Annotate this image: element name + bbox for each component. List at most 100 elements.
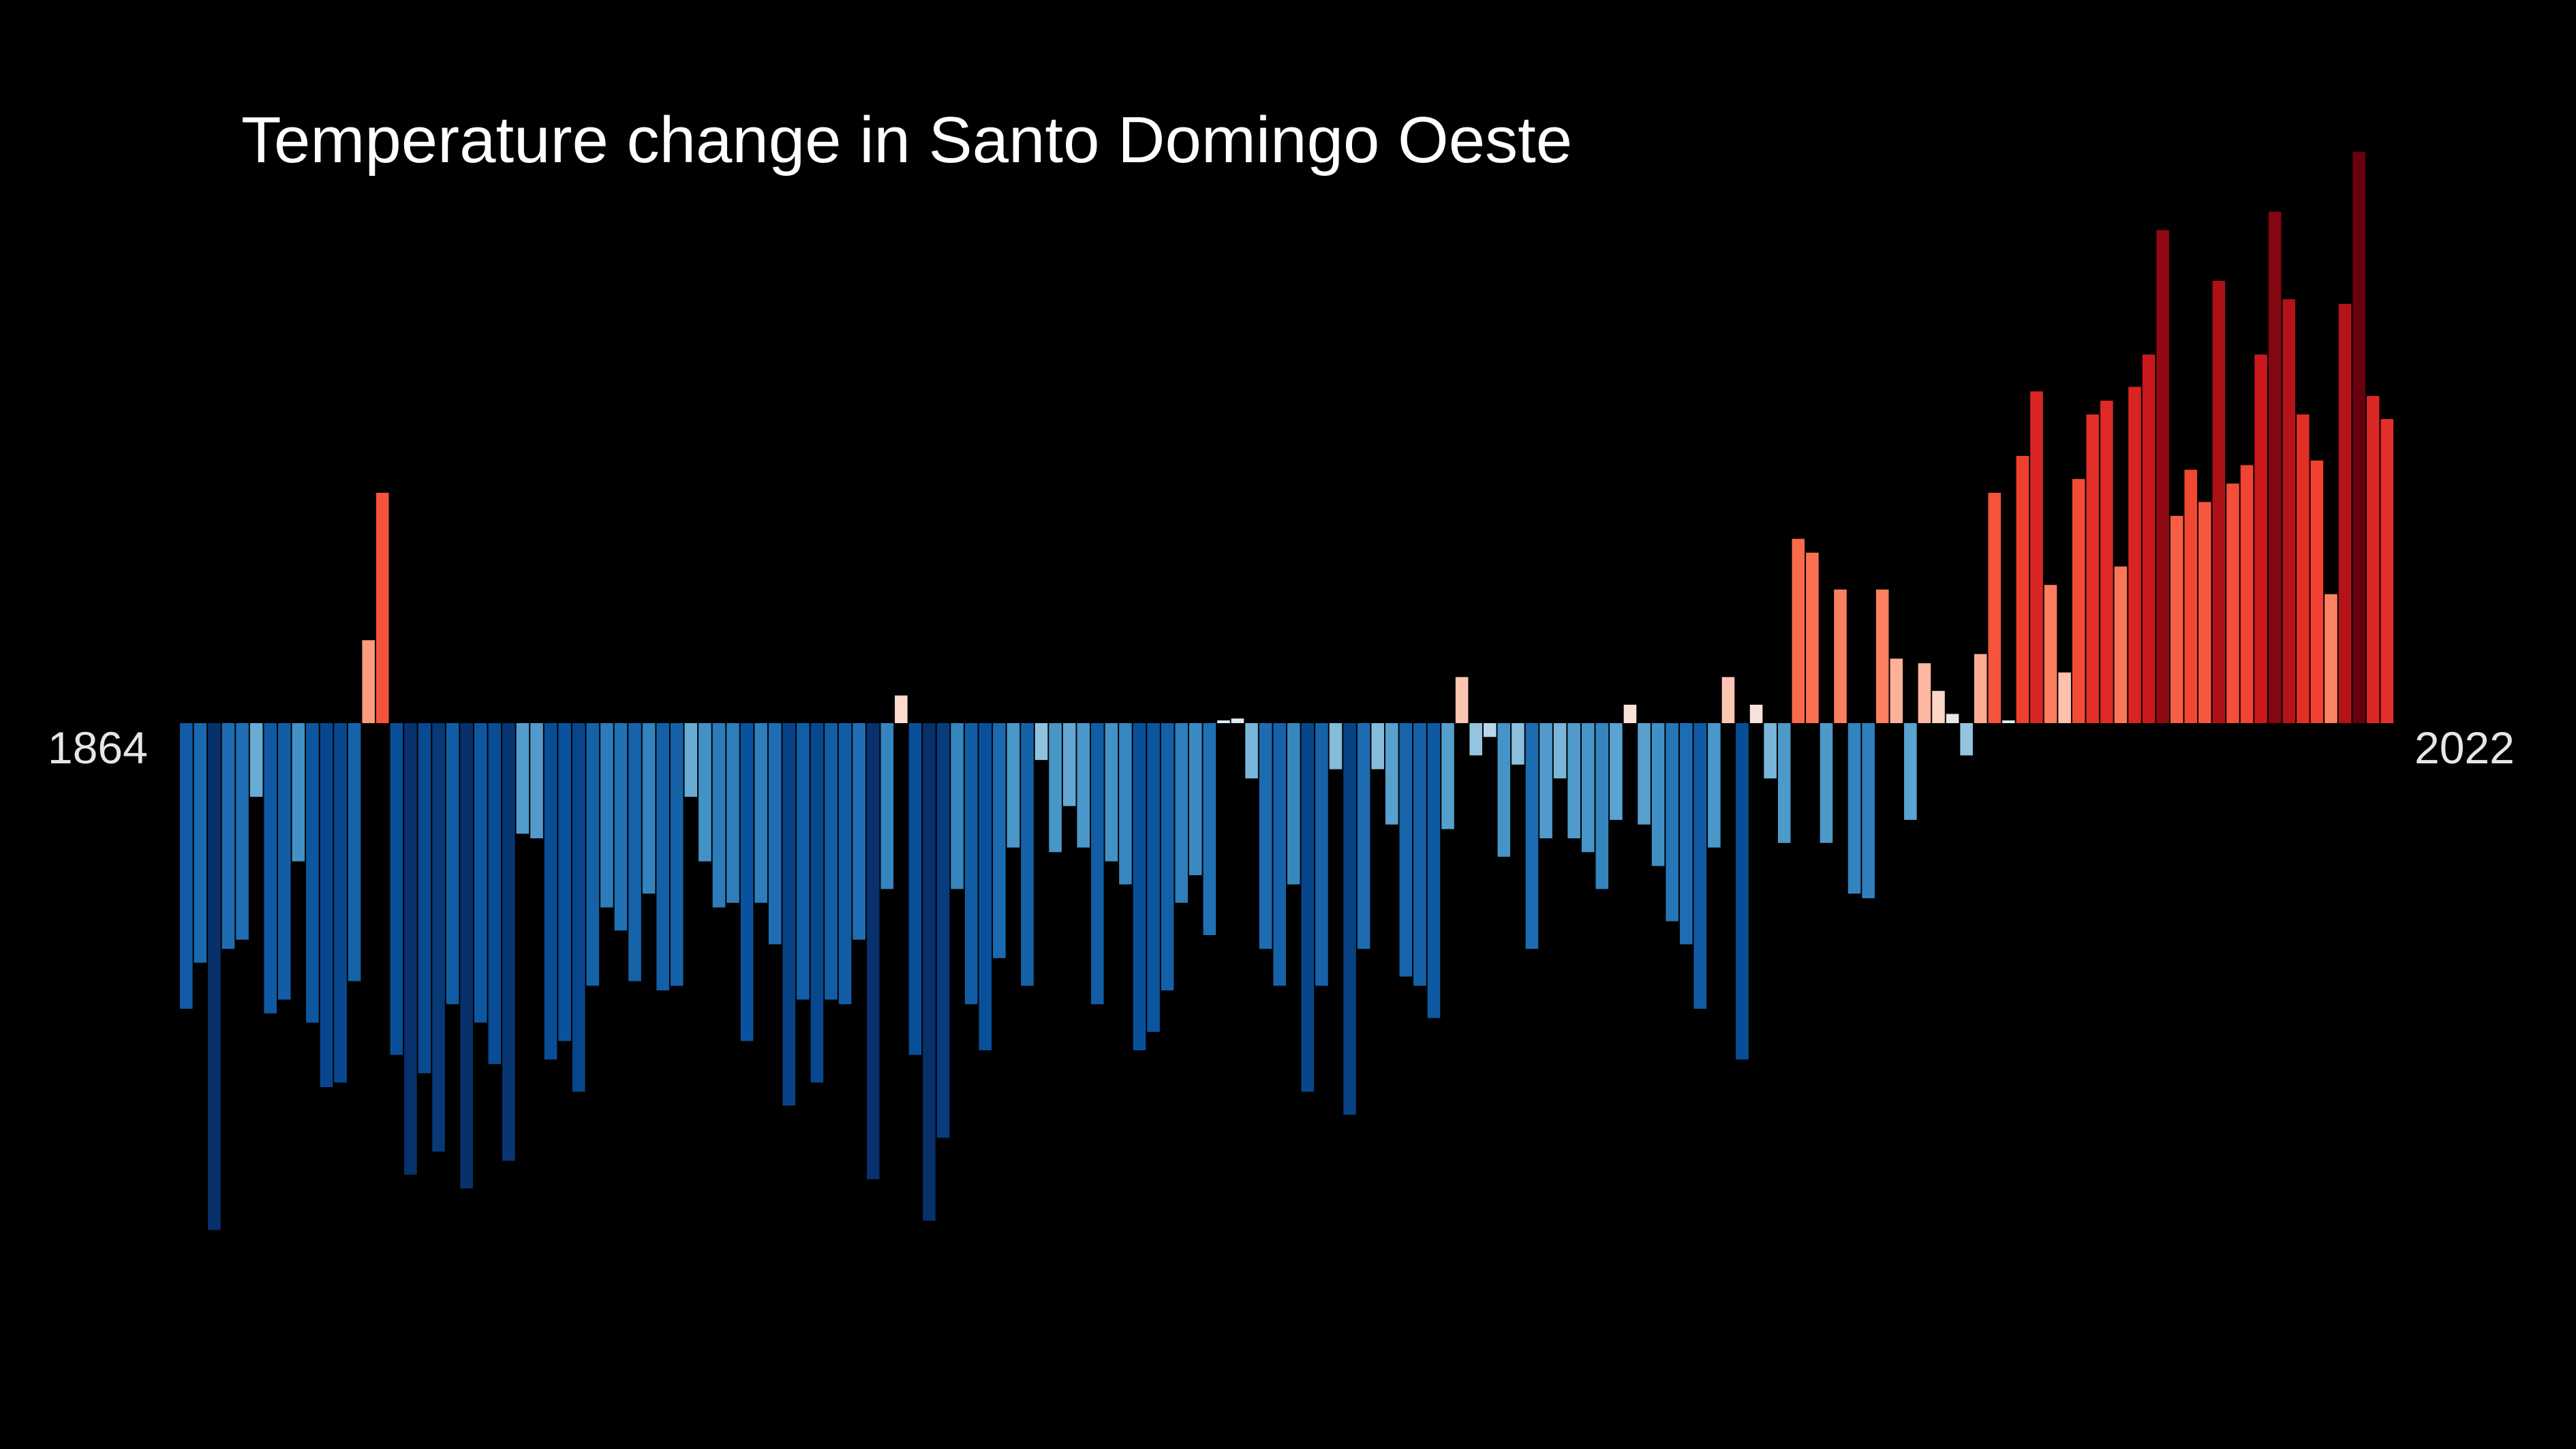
bar-1936 — [1189, 723, 1202, 876]
bar-1957 — [1483, 723, 1497, 737]
bar-1975 — [1736, 723, 1749, 1060]
bar-1938 — [1217, 720, 1230, 723]
bar-2016 — [2310, 460, 2324, 723]
bar-1906 — [768, 723, 782, 945]
bar-1986 — [1890, 658, 1903, 723]
bar-1991 — [1960, 723, 1973, 756]
bar-1903 — [726, 723, 739, 903]
bar-1966 — [1610, 723, 1623, 820]
bar-1889 — [530, 723, 543, 838]
bar-1960 — [1525, 723, 1539, 949]
bar-1937 — [1203, 723, 1216, 935]
bar-2008 — [2198, 502, 2211, 723]
bar-2000 — [2086, 414, 2100, 723]
bar-1927 — [1062, 723, 1076, 806]
bar-1984 — [1862, 723, 1875, 898]
bar-1985 — [1875, 589, 1889, 723]
bar-1882 — [432, 723, 445, 1152]
bar-1983 — [1847, 723, 1861, 894]
bar-1869 — [249, 723, 263, 797]
bar-2006 — [2170, 515, 2183, 723]
bar-1897 — [642, 723, 656, 894]
bar-1864 — [180, 723, 193, 1009]
bar-1940 — [1245, 723, 1258, 779]
bar-1993 — [1988, 493, 2002, 723]
bar-1865 — [194, 723, 207, 963]
bar-1958 — [1497, 723, 1511, 857]
bar-1867 — [221, 723, 235, 949]
bar-1885 — [474, 723, 487, 1023]
bar-2020 — [2366, 396, 2380, 723]
bar-1944 — [1301, 723, 1315, 1092]
bar-1994 — [2002, 720, 2015, 723]
bar-2002 — [2114, 566, 2128, 723]
bar-1952 — [1413, 723, 1426, 986]
bar-1995 — [2016, 455, 2029, 723]
bar-1950 — [1385, 723, 1398, 825]
bar-1886 — [488, 723, 502, 1065]
bar-2011 — [2240, 465, 2254, 723]
bar-1973 — [1708, 723, 1721, 848]
bar-1989 — [1932, 690, 1945, 723]
bar-1945 — [1315, 723, 1328, 986]
bar-1878 — [375, 493, 389, 723]
bar-1987 — [1904, 723, 1917, 820]
bar-1876 — [348, 723, 361, 981]
bar-1967 — [1623, 704, 1637, 723]
bar-1902 — [712, 723, 726, 908]
bar-1875 — [334, 723, 347, 1083]
bar-1929 — [1091, 723, 1104, 1005]
bar-1908 — [797, 723, 810, 1000]
bar-2012 — [2254, 354, 2267, 723]
bar-1939 — [1231, 718, 1244, 723]
bar-2007 — [2184, 470, 2198, 723]
bar-2014 — [2282, 299, 2296, 724]
bar-1918 — [936, 723, 950, 1138]
bar-1997 — [2044, 585, 2057, 723]
bar-1968 — [1638, 723, 1651, 825]
bar-1947 — [1343, 723, 1356, 1115]
bar-1972 — [1693, 723, 1707, 1009]
bar-1916 — [908, 723, 922, 1055]
bar-1977 — [1764, 723, 1777, 779]
bar-2001 — [2100, 400, 2113, 723]
bar-1891 — [558, 723, 571, 1041]
bar-1988 — [1918, 663, 1931, 723]
bar-1896 — [628, 723, 641, 981]
bar-1979 — [1792, 538, 1805, 723]
bar-1926 — [1049, 723, 1062, 853]
bar-1978 — [1777, 723, 1791, 843]
bar-2015 — [2297, 414, 2310, 723]
bar-2019 — [2352, 151, 2365, 723]
start-year-label: 1864 — [48, 722, 148, 773]
bar-1981 — [1820, 723, 1833, 843]
bar-1931 — [1119, 723, 1132, 885]
bar-1969 — [1651, 723, 1665, 866]
bar-1922 — [993, 723, 1006, 958]
bar-1868 — [236, 723, 249, 940]
bar-1866 — [208, 723, 221, 1230]
bar-1933 — [1147, 723, 1160, 1032]
bar-1921 — [979, 723, 992, 1050]
bar-1917 — [923, 723, 936, 1221]
bar-1899 — [670, 723, 684, 986]
bar-1912 — [853, 723, 865, 940]
bar-1919 — [951, 723, 964, 889]
bar-1932 — [1133, 723, 1146, 1050]
bar-1904 — [740, 723, 754, 1041]
bar-1962 — [1553, 723, 1567, 779]
bar-1924 — [1021, 723, 1034, 986]
bar-1963 — [1567, 723, 1580, 838]
bar-1974 — [1721, 677, 1735, 723]
bar-1911 — [838, 723, 852, 1005]
bar-1887 — [502, 723, 515, 1161]
bar-1998 — [2058, 672, 2071, 723]
bar-1895 — [614, 723, 628, 931]
bar-1874 — [320, 723, 333, 1088]
bar-1893 — [586, 723, 600, 986]
bar-1949 — [1371, 723, 1384, 769]
bar-1888 — [516, 723, 530, 834]
bar-1873 — [306, 723, 319, 1023]
